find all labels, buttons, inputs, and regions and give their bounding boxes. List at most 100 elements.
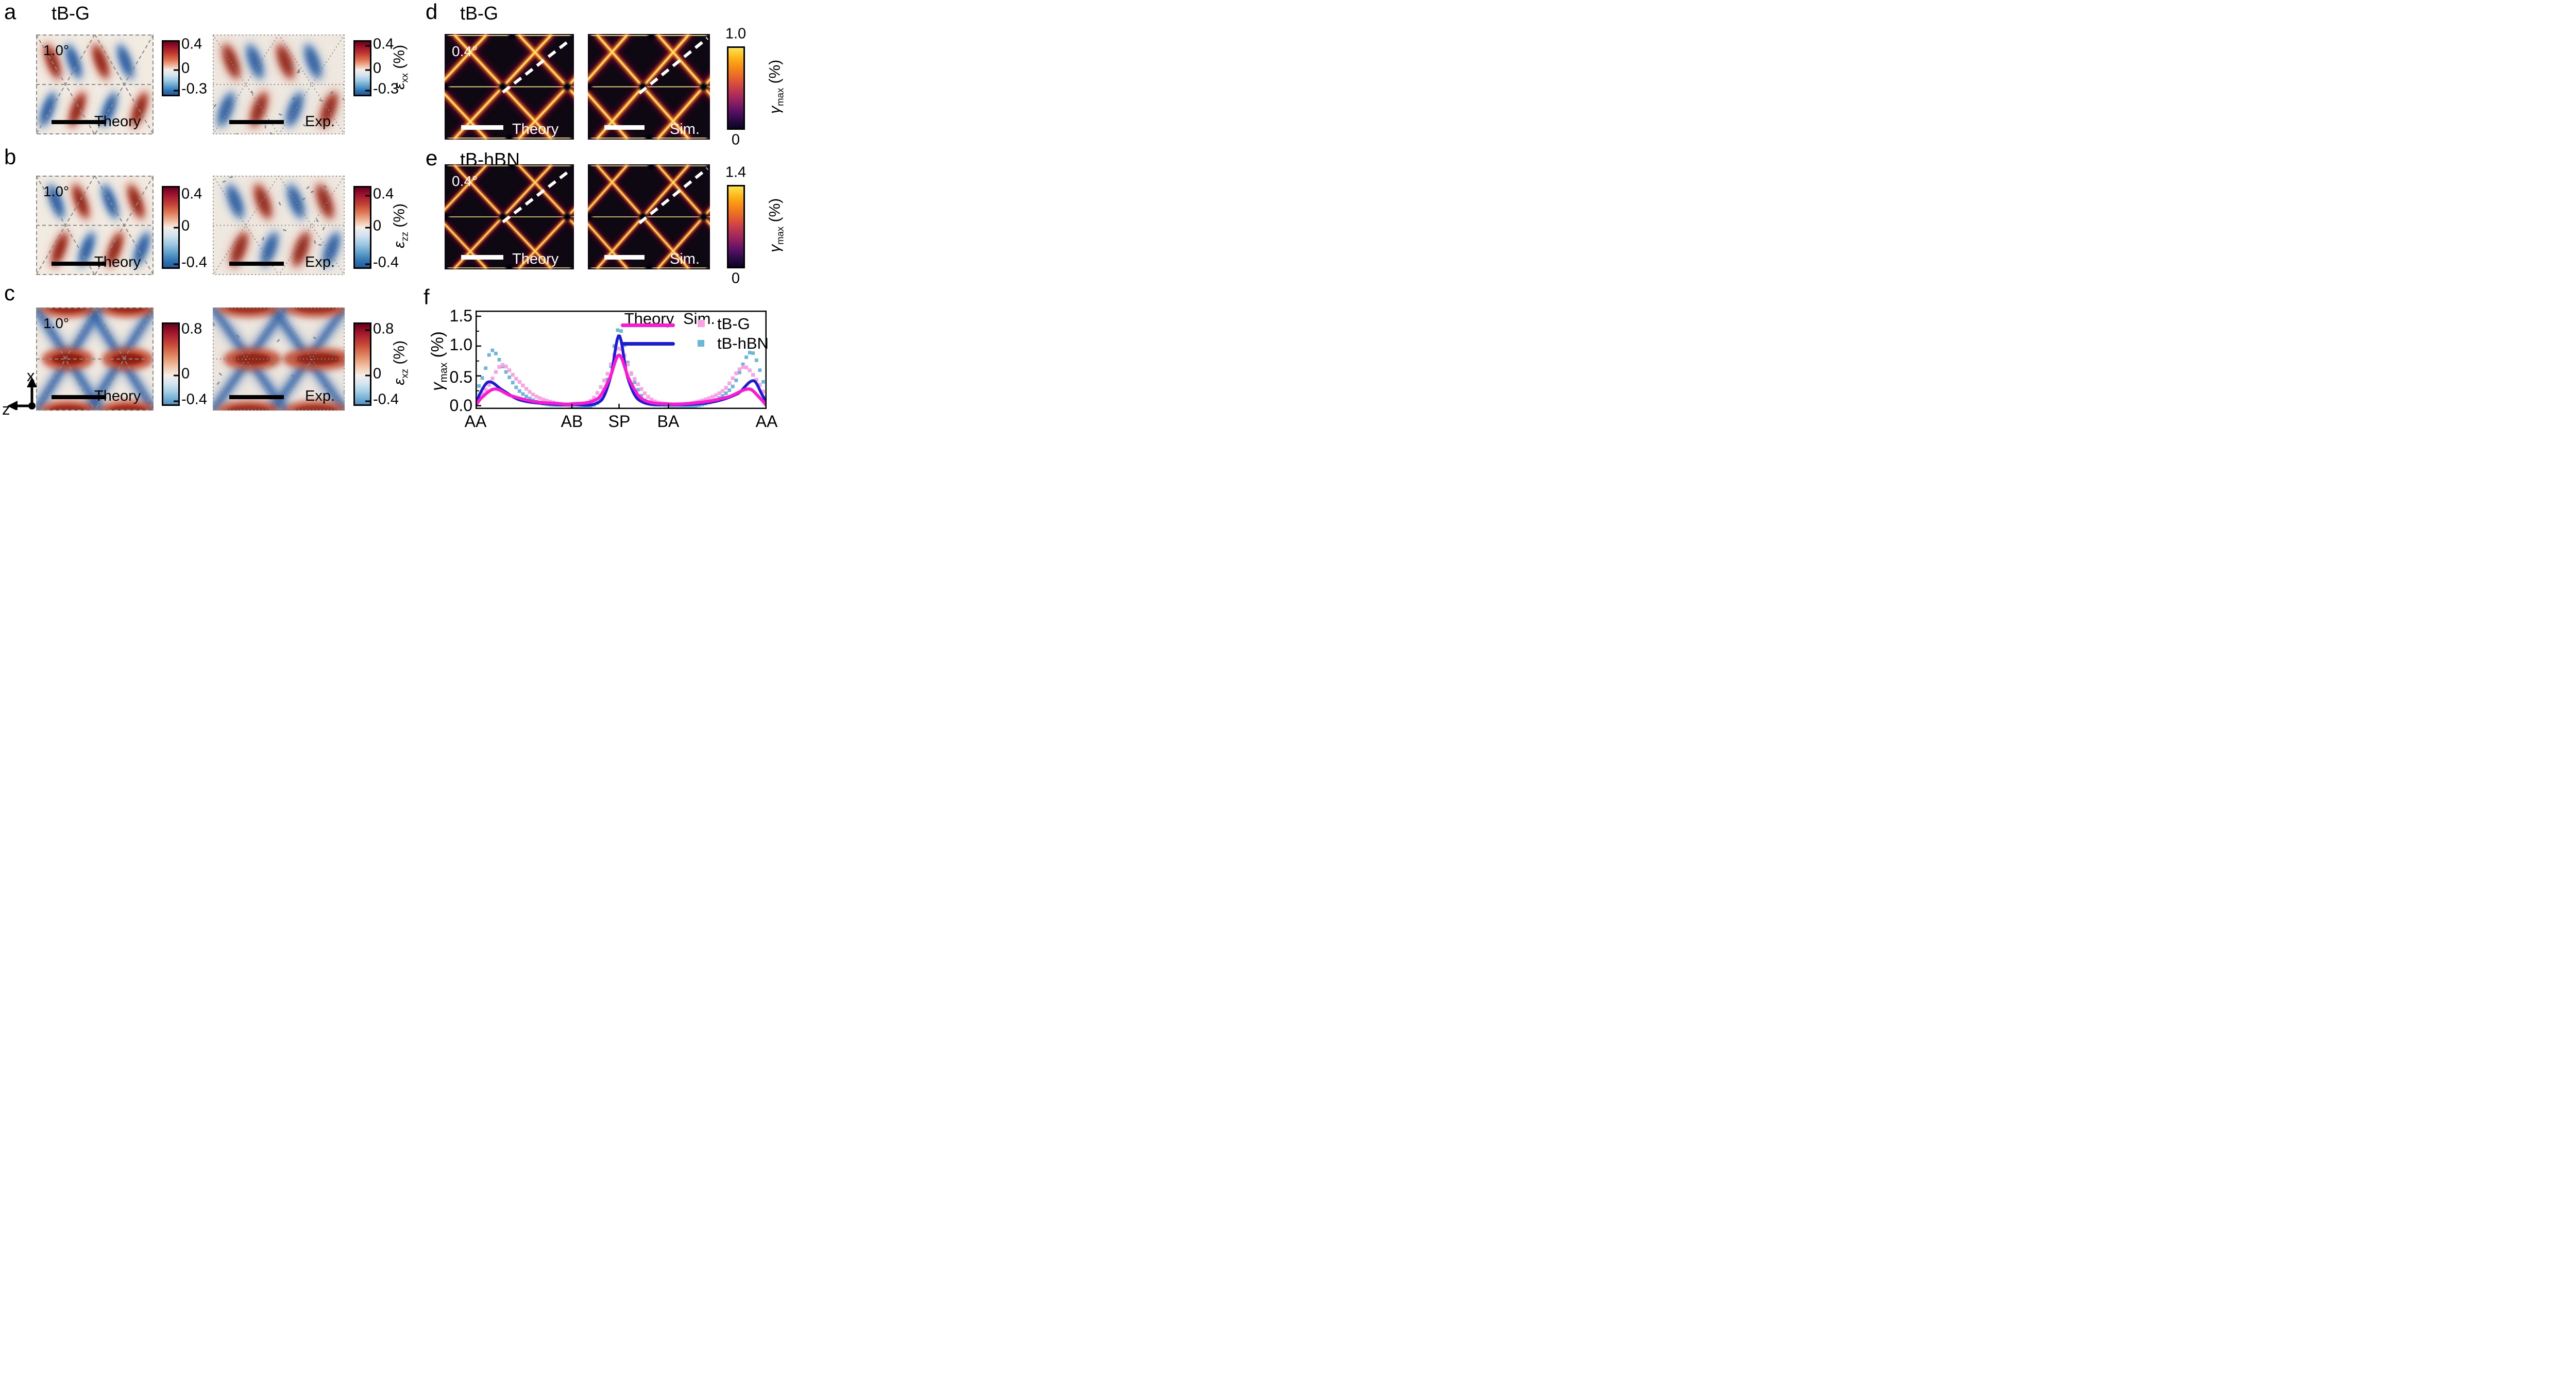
cb-tick: 0.4 [181, 36, 202, 53]
scalebar [604, 255, 645, 260]
scalebar [229, 262, 284, 266]
chart-plot-area [476, 328, 766, 408]
legend-square-tbg [698, 320, 705, 327]
panel-b-angle-label: 1.0° [43, 183, 70, 199]
scalebar [229, 120, 284, 124]
cb-tick: 0 [731, 131, 740, 148]
scalebar [461, 125, 503, 130]
panel-d-colorbar [727, 46, 745, 130]
legend-square-tbhbn [698, 340, 704, 347]
legend-label-tbg: tB-G [717, 315, 750, 333]
cb-tick: -0.3 [181, 80, 207, 97]
cb-tick: 0 [731, 270, 740, 287]
cb-tick: 0.8 [373, 320, 394, 337]
cb-tick: -0.4 [181, 391, 207, 408]
cb-tick: -0.4 [373, 254, 399, 271]
panel-c-theory-label: Theory [94, 388, 141, 404]
cb-tick: 0 [373, 217, 382, 234]
panel-letter-d: d [426, 0, 438, 24]
cb-tick: -0.4 [181, 254, 207, 271]
panel-c-theory-map [36, 308, 154, 411]
panel-f-chart [476, 311, 767, 409]
cb-tick: 0 [373, 365, 382, 382]
panel-b-exp-map [213, 176, 345, 275]
x-tick-label: AA [755, 412, 778, 431]
panel-letter-e: e [426, 146, 438, 170]
cb-tick: 0 [181, 60, 190, 77]
x-tick-label: BA [657, 412, 680, 431]
panel-c-colorbar-2 [353, 322, 371, 406]
panel-c-colorbar-1 [162, 322, 180, 406]
panel-e-sim-label: Sim. [670, 251, 700, 267]
z-axis-label: z [2, 400, 10, 418]
x-tick-label: AA [464, 412, 487, 431]
panel-b-exp-label: Exp. [305, 254, 335, 270]
panel-d-theory-label: Theory [512, 121, 559, 138]
legend-line-tbg [621, 323, 675, 327]
panel-c-exp-map [213, 308, 345, 411]
scalebar [461, 255, 503, 260]
cb-tick: -0.3 [373, 80, 399, 97]
panel-c-angle-label: 1.0° [43, 315, 70, 331]
x-tick-label: AB [561, 412, 583, 431]
cb-tick: 1.0 [725, 25, 747, 42]
cb-tick: 0.8 [181, 320, 202, 337]
panel-b-colorbar-label: εzz (%) [391, 203, 410, 248]
panel-b-theory-label: Theory [94, 254, 141, 270]
panel-letter-a: a [4, 0, 16, 24]
scalebar [604, 125, 645, 130]
panel-a-theory-map [36, 35, 154, 134]
panel-c-exp-label: Exp. [305, 388, 335, 404]
panel-a-colorbar-label: εxx (%) [391, 44, 410, 90]
x-tick-label: SP [608, 412, 631, 431]
panel-letter-b: b [4, 145, 16, 169]
panel-e-theory-label: Theory [512, 251, 559, 267]
panel-b-colorbar-1 [162, 186, 180, 269]
panel-a-angle-label: 1.0° [43, 42, 70, 58]
tB-G-theory [476, 353, 766, 407]
panel-a-exp-map [213, 35, 345, 134]
panel-d-colorbar-label: γmax (%) [766, 59, 786, 114]
x-axis-label: x [27, 367, 35, 385]
panel-d-title: tB-G [460, 3, 499, 24]
cb-tick: 0 [181, 365, 190, 382]
panel-d-theory-map [445, 34, 574, 140]
panel-e-sim-map [588, 164, 710, 269]
chart-frame [476, 311, 767, 409]
panel-b-colorbar-2 [353, 186, 371, 269]
cb-tick: 0.4 [181, 185, 202, 202]
panel-e-angle-label: 0.4° [452, 173, 478, 189]
scalebar [52, 120, 106, 124]
panel-b-theory-map [36, 176, 154, 275]
panel-a-title: tB-G [52, 3, 90, 24]
panel-a-theory-label: Theory [94, 113, 141, 130]
panel-a-exp-label: Exp. [305, 113, 335, 130]
cb-tick: -0.4 [373, 391, 399, 408]
y-tick-label: 0.0 [449, 396, 472, 415]
panel-a-colorbar-2 [353, 40, 371, 96]
cb-tick: 1.4 [725, 164, 747, 181]
figure: a b c d e f tB-G tB-G tB-hBN 1.0° 1.0° 1… [0, 0, 797, 433]
cb-tick: 0.4 [373, 36, 394, 53]
y-tick-label: 1.0 [449, 335, 472, 354]
cb-tick: 0 [181, 217, 190, 234]
panel-c-colorbar-label: εxz (%) [391, 340, 410, 385]
scalebar [229, 395, 284, 399]
cb-tick: 0 [373, 60, 382, 77]
panel-e-theory-map [445, 164, 574, 269]
panel-e-colorbar [727, 185, 745, 268]
panel-letter-f: f [423, 285, 430, 309]
panel-a-colorbar-1 [162, 40, 180, 96]
scalebar [52, 395, 106, 399]
panel-d-sim-label: Sim. [670, 121, 700, 138]
y-tick-label: 0.5 [449, 368, 472, 386]
xz-axes-icon [7, 377, 37, 410]
scalebar [52, 262, 106, 266]
cb-tick: 0.4 [373, 185, 394, 202]
y-tick-label: 1.5 [449, 306, 472, 325]
panel-d-angle-label: 0.4° [452, 43, 478, 59]
legend-label-tbhbn: tB-hBN [717, 334, 769, 352]
panel-letter-c: c [4, 281, 15, 305]
panel-e-colorbar-label: γmax (%) [766, 198, 786, 252]
panel-f-ylabel: γmax (%) [427, 331, 450, 391]
